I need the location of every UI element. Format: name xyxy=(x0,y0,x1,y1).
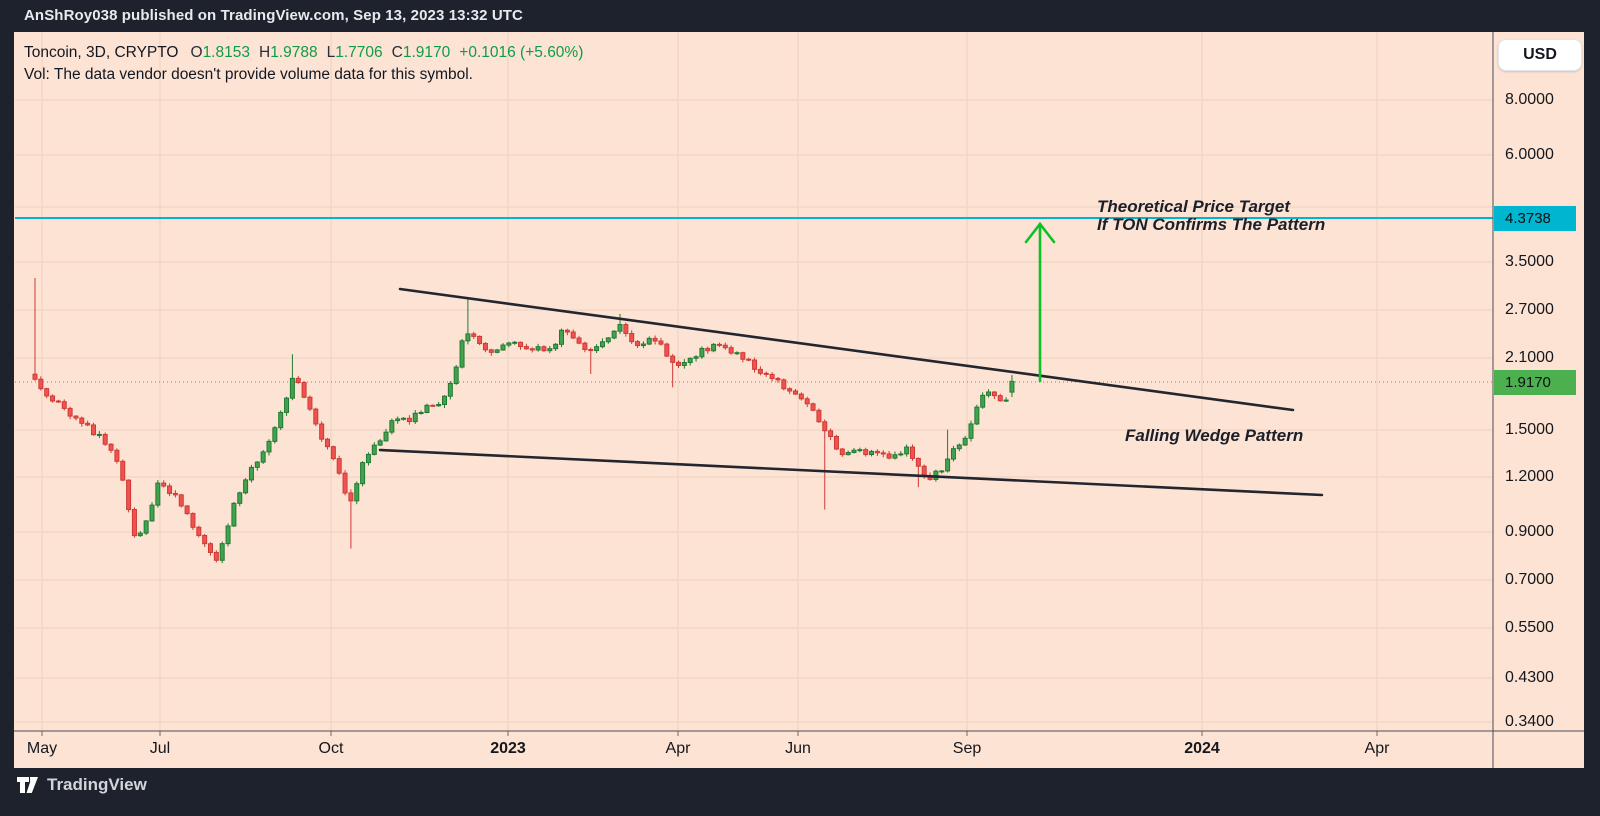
tradingview-logo[interactable]: TradingView xyxy=(16,775,147,795)
target-price-label: 4.3738 xyxy=(1494,205,1576,231)
last-price-label: 1.9170 xyxy=(1494,369,1576,395)
price-axis-label: 8.0000 xyxy=(1505,91,1554,108)
price-axis-label: 0.5500 xyxy=(1505,619,1554,636)
price-axis-label: 1.2000 xyxy=(1505,468,1554,485)
attribution-bar: AnShRoy038 published on TradingView.com,… xyxy=(0,0,1600,32)
ohlc-item: C1.9170 xyxy=(391,44,451,61)
price-axis-label: 1.5000 xyxy=(1505,421,1554,438)
ohlc-item: O1.8153 xyxy=(190,44,250,61)
time-axis-label: 2024 xyxy=(1184,740,1220,757)
legend-ohlc-row: Toncoin, 3D, CRYPTO O1.8153 H1.9788 L1.770… xyxy=(24,42,592,63)
price-axis-label: 0.3400 xyxy=(1505,713,1554,730)
price-axis-label: 0.4300 xyxy=(1505,669,1554,686)
currency-button[interactable]: USD xyxy=(1498,39,1582,71)
chart-pane[interactable] xyxy=(14,32,1493,731)
time-axis-label: 2023 xyxy=(490,740,526,757)
time-axis-label: Jun xyxy=(785,740,811,757)
time-axis-label: Apr xyxy=(1364,740,1390,757)
price-axis-label: 6.0000 xyxy=(1505,146,1554,163)
tradingview-logo-text: TradingView xyxy=(47,775,147,794)
price-axis-label: 2.1000 xyxy=(1505,349,1554,366)
price-axis-label: 0.9000 xyxy=(1505,523,1554,540)
time-axis-label: Sep xyxy=(952,740,982,757)
price-target-annotation-line1: Theoretical Price Target xyxy=(1097,197,1291,216)
price-axis-label: 2.7000 xyxy=(1505,301,1554,318)
time-axis-label: Jul xyxy=(149,740,171,757)
price-target-annotation-line2: If TON Confirms The Pattern xyxy=(1097,214,1326,234)
ohlc-item: H1.9788 xyxy=(258,44,318,61)
time-axis-label: Oct xyxy=(318,740,344,757)
price-target-annotation[interactable]: Theoretical Price Target If TON Confirms… xyxy=(1097,198,1325,233)
attribution-text: AnShRoy038 published on TradingView.com,… xyxy=(24,7,523,24)
ohlc-values: O1.8153 H1.9788 L1.7706 C1.9170 +0.1016 (+5.… xyxy=(191,42,593,63)
tradingview-logo-icon xyxy=(17,777,38,793)
time-axis-label: Apr xyxy=(665,740,691,757)
falling-wedge-annotation-text: Falling Wedge Pattern xyxy=(1125,426,1304,445)
volume-note: Vol: The data vendor doesn't provide vol… xyxy=(24,66,473,83)
ohlc-item: L1.7706 xyxy=(326,44,383,61)
symbol-title[interactable]: Toncoin, 3D, CRYPTO xyxy=(24,44,179,61)
price-axis-label: 0.7000 xyxy=(1505,571,1554,588)
time-axis-label: May xyxy=(26,740,58,757)
ohlc-item: +0.1016 (+5.60%) xyxy=(459,44,584,61)
symbol-legend: Toncoin, 3D, CRYPTO O1.8153 H1.9788 L1.770… xyxy=(24,42,592,85)
falling-wedge-annotation[interactable]: Falling Wedge Pattern xyxy=(1125,427,1303,445)
price-axis-label: 3.5000 xyxy=(1505,253,1554,270)
